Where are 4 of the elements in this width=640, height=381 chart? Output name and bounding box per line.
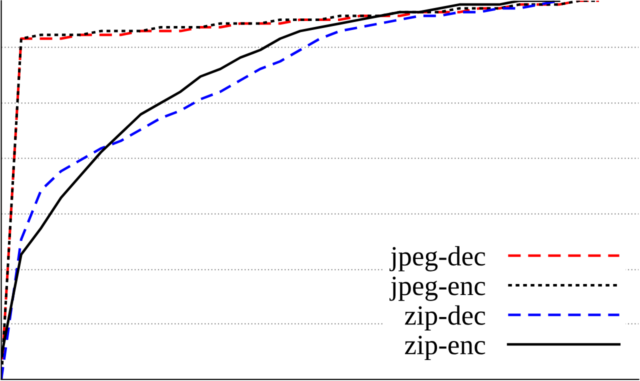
legend-label: zip-dec [404, 305, 486, 331]
legend-label: jpeg-enc [390, 276, 486, 301]
legend-label: zip-enc [404, 336, 486, 360]
legend-label: jpeg-dec [390, 246, 486, 272]
